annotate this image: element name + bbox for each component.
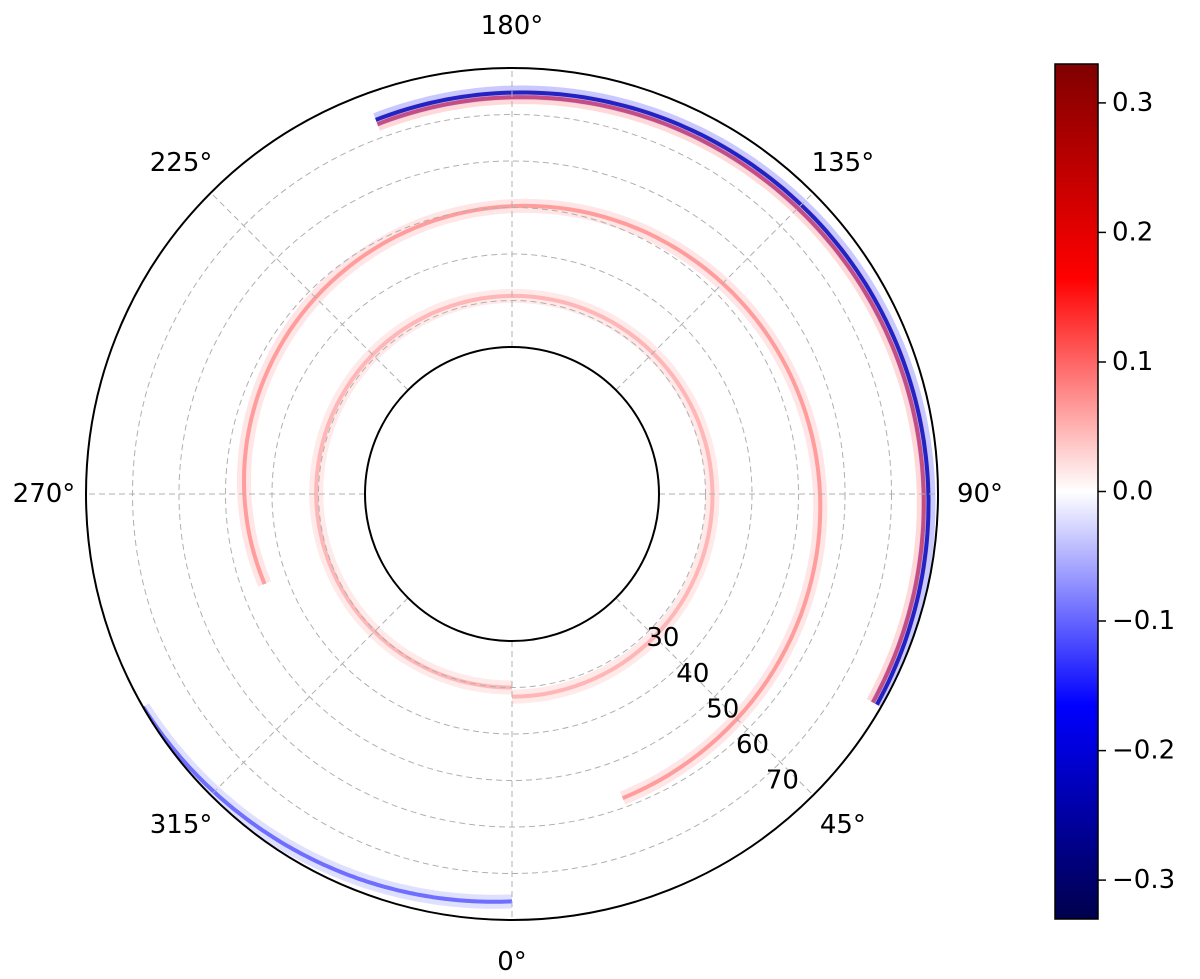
colorbar-ticks: 0.3 0.2 0.1 0.0 −0.1 −0.2 −0.3 [1098,88,1175,895]
r-tick-label: 30 [646,623,679,653]
heatmap-feature-0 [376,95,926,704]
heatmap-feature-2 [241,203,823,801]
plot-area: 0° 45° 90° 135° 180° 225° 270° 315° 30 40 50 60 70 [13,11,1003,977]
colorbar-tick-label: 0.2 [1112,217,1153,247]
colorbar-tick-label: −0.2 [1112,736,1175,766]
theta-tick-label: 135° [812,148,875,178]
theta-tick-label: 225° [150,148,213,178]
heatmap-feature-halo-0 [374,90,931,706]
theta-gridline-45 [615,597,814,796]
theta-tick-label: 45° [820,810,866,840]
r-tick-label: 60 [736,730,769,760]
heatmap-feature-halo-1 [373,85,936,708]
outer-boundary [85,67,939,921]
colorbar-tick-label: 0.1 [1112,347,1153,377]
colorbar-tick-label: 0.0 [1112,477,1153,507]
theta-tick-labels: 0° 45° 90° 135° 180° 225° 270° 315° [13,11,1003,977]
theta-tick-label: 180° [481,11,544,41]
theta-tick-label: 315° [150,810,213,840]
inner-boundary [364,346,660,642]
heatmap-feature-1 [375,90,931,706]
heatmap-feature-4 [141,705,513,904]
colorbar-tick-label: 0.3 [1112,88,1153,118]
r-gridline-50 [225,207,799,781]
colorbar-tick-label: −0.3 [1112,865,1175,895]
heatmap-feature-halo-4 [137,703,513,909]
theta-gridline-135 [615,192,814,391]
theta-tick-label: 0° [497,947,527,977]
heatmap-features [137,85,936,909]
heatmap-feature-halo-2 [236,198,828,805]
theta-tick-label: 270° [13,479,76,509]
r-tick-label: 50 [706,695,739,725]
r-tick-label: 40 [676,659,709,689]
colorbar-gradient [1054,63,1099,920]
theta-tick-label: 90° [957,479,1003,509]
colorbar: 0.3 0.2 0.1 0.0 −0.1 −0.2 −0.3 [1054,63,1175,920]
theta-gridline-225 [210,192,409,391]
r-gridline-30 [318,300,706,688]
theta-gridline-315 [210,597,409,796]
r-tick-label: 70 [766,766,799,796]
r-tick-labels: 30 40 50 60 70 [646,623,799,796]
polar-grid [86,68,938,920]
colorbar-tick-label: −0.1 [1112,606,1175,636]
